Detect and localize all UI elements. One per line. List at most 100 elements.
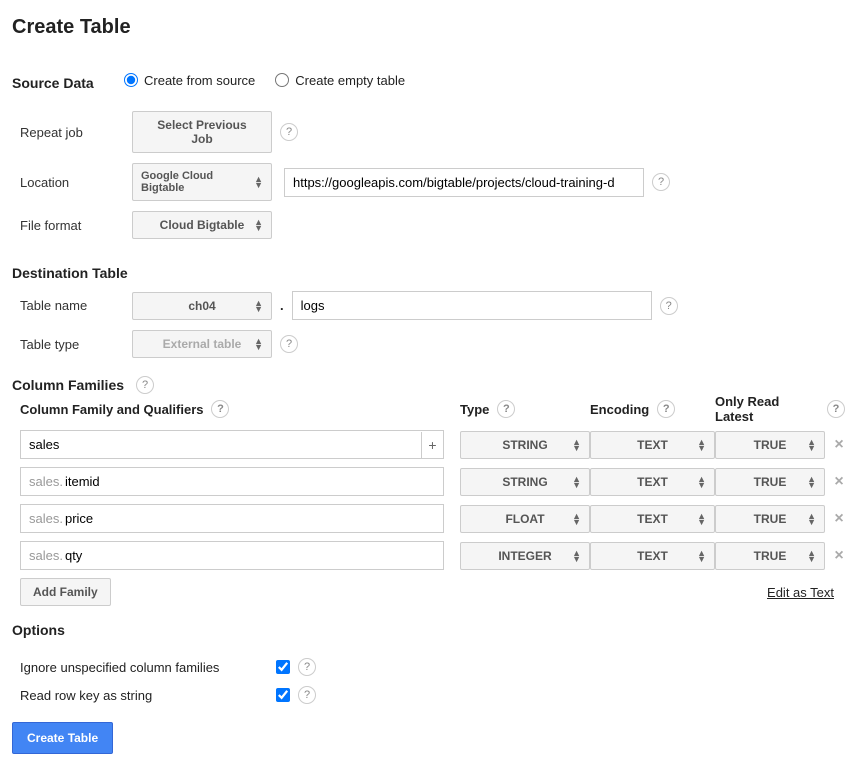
family-type-select[interactable]: STRING ▲▼ — [460, 431, 590, 459]
qualifier-orl-value: TRUE — [754, 549, 787, 563]
qualifier-type-select[interactable]: STRING ▲▼ — [460, 468, 590, 496]
updown-icon: ▲▼ — [697, 513, 706, 525]
family-encoding-select[interactable]: TEXT ▲▼ — [590, 431, 715, 459]
delete-row-icon[interactable]: × — [834, 547, 843, 565]
edit-as-text-link[interactable]: Edit as Text — [767, 585, 834, 600]
dot-separator: . — [280, 298, 284, 313]
delete-row-icon[interactable]: × — [834, 436, 843, 454]
help-icon[interactable]: ? — [660, 297, 678, 315]
col-header-type: Type — [460, 402, 489, 417]
help-icon[interactable]: ? — [136, 376, 154, 394]
qualifier-orl-value: TRUE — [754, 475, 787, 489]
table-name-input[interactable] — [292, 291, 652, 320]
updown-icon: ▲▼ — [254, 176, 263, 188]
qualifier-encoding-select[interactable]: TEXT ▲▼ — [590, 468, 715, 496]
help-icon[interactable]: ? — [827, 400, 845, 418]
read-row-key-label: Read row key as string — [20, 688, 276, 703]
file-format-label: File format — [12, 218, 132, 233]
family-name-input[interactable] — [21, 431, 421, 458]
page-title: Create Table — [12, 16, 854, 39]
radio-create-empty-table-label: Create empty table — [295, 73, 405, 88]
qualifier-name-input[interactable] — [63, 505, 443, 532]
updown-icon: ▲▼ — [254, 219, 263, 231]
location-select-value: Google Cloud Bigtable — [141, 170, 254, 194]
family-encoding-value: TEXT — [637, 438, 668, 452]
source-data-heading: Source Data — [12, 75, 124, 91]
updown-icon: ▲▼ — [254, 338, 263, 350]
select-previous-job-button[interactable]: Select Previous Job — [132, 111, 272, 153]
updown-icon: ▲▼ — [572, 439, 581, 451]
radio-create-from-source-label: Create from source — [144, 73, 255, 88]
updown-icon: ▲▼ — [807, 476, 816, 488]
help-icon[interactable]: ? — [280, 335, 298, 353]
qualifier-prefix: sales. — [21, 474, 63, 489]
add-family-button[interactable]: Add Family — [20, 578, 111, 606]
options-heading: Options — [12, 622, 65, 638]
ignore-unspecified-checkbox[interactable] — [276, 660, 290, 674]
qualifier-row: sales. INTEGER ▲▼ TEXT ▲▼ TRUE▲▼ × — [20, 541, 854, 570]
qualifier-orl-select[interactable]: TRUE ▲▼ — [715, 505, 825, 533]
updown-icon: ▲▼ — [572, 476, 581, 488]
help-icon[interactable]: ? — [211, 400, 229, 418]
add-qualifier-icon[interactable]: + — [421, 432, 443, 458]
family-row: + STRING ▲▼ TEXT ▲▼ TRUE ▲▼ × — [20, 430, 854, 459]
qualifier-encoding-value: TEXT — [637, 475, 668, 489]
updown-icon: ▲▼ — [807, 513, 816, 525]
location-url-input[interactable] — [284, 168, 644, 197]
help-icon[interactable]: ? — [298, 658, 316, 676]
updown-icon: ▲▼ — [697, 439, 706, 451]
family-type-value: STRING — [502, 438, 547, 452]
qualifier-prefix: sales. — [21, 511, 63, 526]
updown-icon: ▲▼ — [697, 550, 706, 562]
help-icon[interactable]: ? — [280, 123, 298, 141]
qualifier-encoding-select[interactable]: TEXT ▲▼ — [590, 505, 715, 533]
ignore-unspecified-label: Ignore unspecified column families — [20, 660, 276, 675]
dataset-select-value: ch04 — [188, 299, 215, 313]
qualifier-name-input[interactable] — [63, 542, 443, 569]
table-name-label: Table name — [12, 298, 132, 313]
updown-icon: ▲▼ — [697, 476, 706, 488]
radio-create-from-source-input[interactable] — [124, 73, 138, 87]
qualifier-row: sales. STRING ▲▼ TEXT ▲▼ TRUE ▲▼ × — [20, 467, 854, 496]
qualifier-encoding-value: TEXT — [637, 549, 668, 563]
radio-create-empty-table[interactable]: Create empty table — [275, 73, 405, 88]
updown-icon: ▲▼ — [254, 300, 263, 312]
dataset-select[interactable]: ch04 ▲▼ — [132, 292, 272, 320]
qualifier-type-select[interactable]: FLOAT▲▼ — [460, 505, 590, 533]
destination-table-heading: Destination Table — [12, 265, 128, 281]
family-orl-select[interactable]: TRUE ▲▼ — [715, 431, 825, 459]
read-row-key-checkbox[interactable] — [276, 688, 290, 702]
location-select[interactable]: Google Cloud Bigtable ▲▼ — [132, 163, 272, 201]
help-icon[interactable]: ? — [298, 686, 316, 704]
table-type-label: Table type — [12, 337, 132, 352]
updown-icon: ▲▼ — [807, 439, 816, 451]
qualifier-type-select[interactable]: INTEGER ▲▼ — [460, 542, 590, 570]
col-header-qualifiers: Column Family and Qualifiers — [20, 402, 203, 417]
qualifier-orl-select[interactable]: TRUE ▲▼ — [715, 468, 825, 496]
qualifier-prefix: sales. — [21, 548, 63, 563]
help-icon[interactable]: ? — [657, 400, 675, 418]
file-format-select[interactable]: Cloud Bigtable ▲▼ — [132, 211, 272, 239]
radio-create-from-source[interactable]: Create from source — [124, 73, 255, 88]
qualifier-name-input[interactable] — [63, 468, 443, 495]
family-orl-value: TRUE — [754, 438, 787, 452]
table-type-select: External table ▲▼ — [132, 330, 272, 358]
qualifier-type-value: INTEGER — [498, 549, 551, 563]
radio-create-empty-table-input[interactable] — [275, 73, 289, 87]
qualifier-encoding-value: TEXT — [637, 512, 668, 526]
qualifier-orl-value: TRUE — [754, 512, 787, 526]
delete-row-icon[interactable]: × — [834, 510, 843, 528]
qualifier-orl-select[interactable]: TRUE▲▼ — [715, 542, 825, 570]
qualifier-row: sales. FLOAT▲▼ TEXT ▲▼ TRUE ▲▼ × — [20, 504, 854, 533]
help-icon[interactable]: ? — [652, 173, 670, 191]
create-table-button[interactable]: Create Table — [12, 722, 113, 754]
help-icon[interactable]: ? — [497, 400, 515, 418]
repeat-job-label: Repeat job — [12, 125, 132, 140]
qualifier-encoding-select[interactable]: TEXT ▲▼ — [590, 542, 715, 570]
qualifier-type-value: STRING — [502, 475, 547, 489]
col-header-only-read-latest: Only Read Latest — [715, 394, 819, 424]
col-header-encoding: Encoding — [590, 402, 649, 417]
updown-icon: ▲▼ — [572, 550, 581, 562]
file-format-select-value: Cloud Bigtable — [160, 218, 245, 232]
delete-row-icon[interactable]: × — [834, 473, 843, 491]
